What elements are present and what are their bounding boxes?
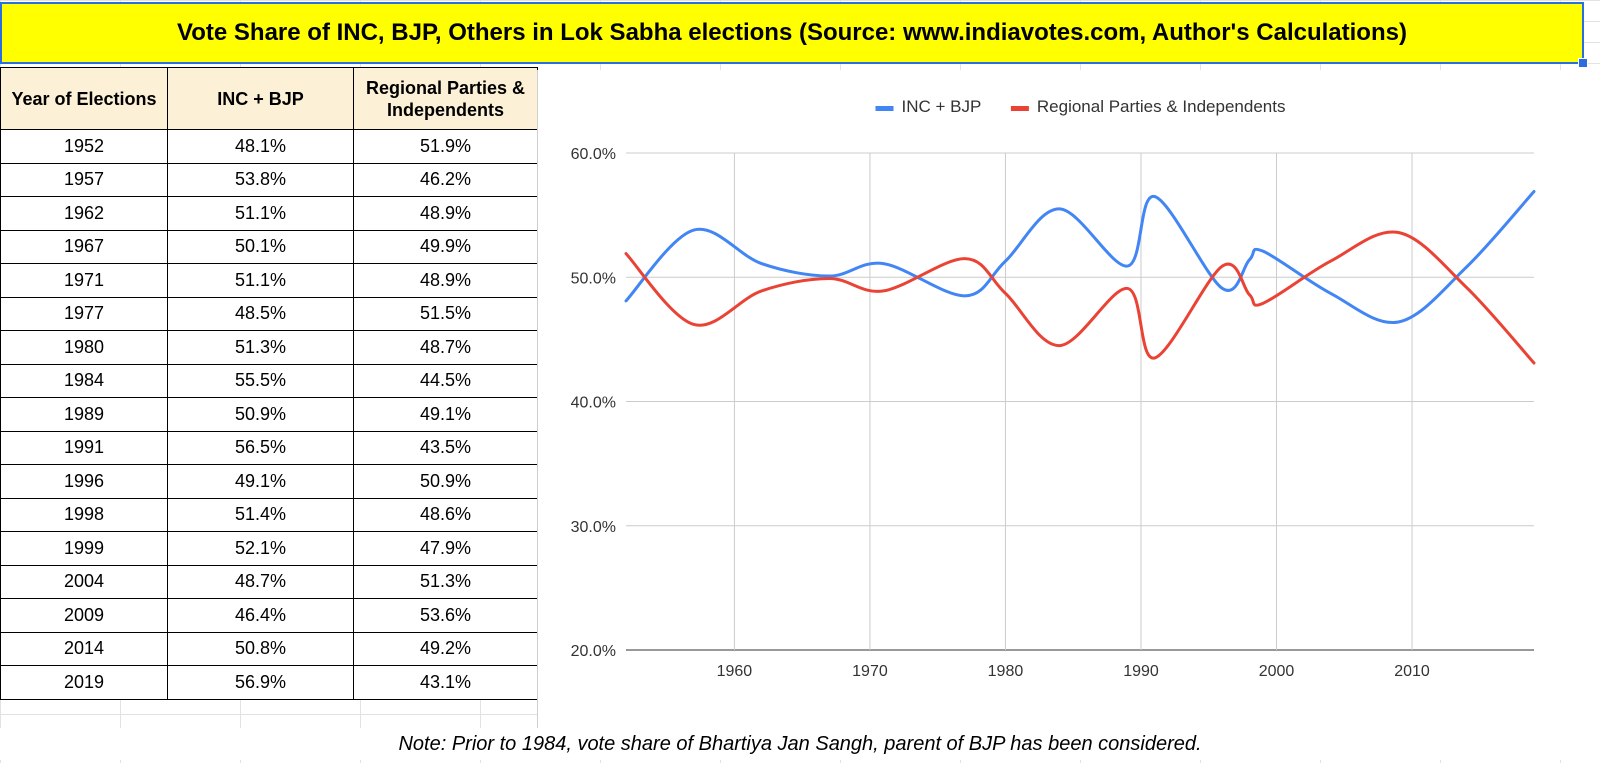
cell-inc-bjp[interactable]: 51.1%	[167, 263, 354, 298]
cell-year[interactable]: 1998	[0, 497, 168, 532]
header-year[interactable]: Year of Elections	[0, 67, 168, 130]
x-tick-label: 1990	[1123, 663, 1159, 680]
cell-year[interactable]: 2014	[0, 631, 168, 666]
cell-regional[interactable]: 49.2%	[353, 631, 538, 666]
title-cell[interactable]: Vote Share of INC, BJP, Others in Lok Sa…	[0, 2, 1588, 68]
table-row: 1999 52.1% 47.9%	[0, 531, 538, 566]
table-row: 1952 48.1% 51.9%	[0, 129, 538, 164]
cell-year[interactable]: 1962	[0, 196, 168, 231]
cell-inc-bjp[interactable]: 50.8%	[167, 631, 354, 666]
cell-regional[interactable]: 47.9%	[353, 531, 538, 566]
table-row: 2019 56.9% 43.1%	[0, 665, 538, 700]
legend-swatch	[875, 106, 894, 111]
chart-canvas: 20.0% 30.0% 40.0% 50.0% 60.0% 1960 1970 1980 199…	[571, 97, 1536, 680]
cell-regional[interactable]: 53.6%	[353, 598, 538, 633]
cell-inc-bjp[interactable]: 53.8%	[167, 162, 354, 197]
cell-regional[interactable]: 49.1%	[353, 397, 538, 432]
cell-inc-bjp[interactable]: 52.1%	[167, 531, 354, 566]
cell-year[interactable]: 1984	[0, 363, 168, 398]
cell-regional[interactable]: 51.9%	[353, 129, 538, 164]
cell-regional[interactable]: 46.2%	[353, 162, 538, 197]
line-chart[interactable]: 20.0% 30.0% 40.0% 50.0% 60.0% 1960 1970 1980 199…	[537, 70, 1600, 728]
table-row: 1971 51.1% 48.9%	[0, 263, 538, 298]
table-row: 1991 56.5% 43.5%	[0, 430, 538, 465]
cell-regional[interactable]: 48.9%	[353, 196, 538, 231]
cell-inc-bjp[interactable]: 55.5%	[167, 363, 354, 398]
table-row: 1967 50.1% 49.9%	[0, 229, 538, 264]
table-row: 2014 50.8% 49.2%	[0, 631, 538, 666]
cell-regional[interactable]: 49.9%	[353, 229, 538, 264]
cell-year[interactable]: 1952	[0, 129, 168, 164]
x-tick-label: 1960	[717, 663, 753, 680]
cell-inc-bjp[interactable]: 46.4%	[167, 598, 354, 633]
cell-regional[interactable]: 51.3%	[353, 564, 538, 599]
cell-inc-bjp[interactable]: 50.1%	[167, 229, 354, 264]
series-line-regional	[624, 230, 1536, 365]
cell-regional[interactable]: 48.9%	[353, 263, 538, 298]
table-row: 1984 55.5% 44.5%	[0, 363, 538, 398]
cell-year[interactable]: 2004	[0, 564, 168, 599]
header-inc-bjp[interactable]: INC + BJP	[167, 67, 354, 130]
selection-handle[interactable]	[1578, 58, 1588, 68]
cell-inc-bjp[interactable]: 56.9%	[167, 665, 354, 700]
y-tick-label: 40.0%	[571, 395, 616, 412]
cell-year[interactable]: 1999	[0, 531, 168, 566]
table-row: 2004 48.7% 51.3%	[0, 564, 538, 599]
cell-year[interactable]: 1989	[0, 397, 168, 432]
cell-inc-bjp[interactable]: 49.1%	[167, 464, 354, 499]
table-row: 1996 49.1% 50.9%	[0, 464, 538, 499]
table-row: 1998 51.4% 48.6%	[0, 497, 538, 532]
table-row: 1957 53.8% 46.2%	[0, 162, 538, 197]
y-tick-label: 60.0%	[571, 146, 616, 163]
y-tick-label: 20.0%	[571, 643, 616, 660]
table-row: 1989 50.9% 49.1%	[0, 397, 538, 432]
table-row: 2009 46.4% 53.6%	[0, 598, 538, 633]
data-table: Year of Elections INC + BJP Regional Par…	[0, 67, 538, 700]
page-title: Vote Share of INC, BJP, Others in Lok Sa…	[177, 19, 1407, 46]
y-tick-label: 30.0%	[571, 519, 616, 536]
cell-year[interactable]: 1971	[0, 263, 168, 298]
cell-inc-bjp[interactable]: 51.4%	[167, 497, 354, 532]
cell-regional[interactable]: 48.6%	[353, 497, 538, 532]
cell-inc-bjp[interactable]: 50.9%	[167, 397, 354, 432]
y-tick-label: 50.0%	[571, 270, 616, 287]
table-header-row: Year of Elections INC + BJP Regional Par…	[0, 67, 538, 130]
cell-year[interactable]: 1980	[0, 330, 168, 365]
x-tick-label: 2000	[1259, 663, 1295, 680]
x-tick-label: 1970	[852, 663, 888, 680]
cell-regional[interactable]: 43.1%	[353, 665, 538, 700]
cell-year[interactable]: 1957	[0, 162, 168, 197]
cell-inc-bjp[interactable]: 51.1%	[167, 196, 354, 231]
header-regional[interactable]: Regional Parties & Independents	[353, 67, 538, 130]
cell-year[interactable]: 2009	[0, 598, 168, 633]
cell-regional[interactable]: 51.5%	[353, 296, 538, 331]
cell-year[interactable]: 1967	[0, 229, 168, 264]
cell-inc-bjp[interactable]: 48.7%	[167, 564, 354, 599]
table-row: 1977 48.5% 51.5%	[0, 296, 538, 331]
cell-inc-bjp[interactable]: 48.1%	[167, 129, 354, 164]
cell-regional[interactable]: 50.9%	[353, 464, 538, 499]
cell-year[interactable]: 1996	[0, 464, 168, 499]
x-tick-label: 2010	[1394, 663, 1430, 680]
cell-year[interactable]: 1991	[0, 430, 168, 465]
table-row: 1980 51.3% 48.7%	[0, 330, 538, 365]
cell-inc-bjp[interactable]: 56.5%	[167, 430, 354, 465]
cell-year[interactable]: 1977	[0, 296, 168, 331]
legend-label: Regional Parties & Independents	[1037, 97, 1286, 116]
x-tick-label: 1980	[988, 663, 1024, 680]
cell-inc-bjp[interactable]: 48.5%	[167, 296, 354, 331]
cell-regional[interactable]: 48.7%	[353, 330, 538, 365]
footnote: Note: Prior to 1984, vote share of Bhart…	[0, 728, 1600, 760]
series-line-inc-bjp	[624, 190, 1536, 325]
cell-regional[interactable]: 43.5%	[353, 430, 538, 465]
legend-label: INC + BJP	[902, 97, 982, 116]
cell-year[interactable]: 2019	[0, 665, 168, 700]
cell-regional[interactable]: 44.5%	[353, 363, 538, 398]
cell-inc-bjp[interactable]: 51.3%	[167, 330, 354, 365]
table-row: 1962 51.1% 48.9%	[0, 196, 538, 231]
legend-swatch	[1010, 106, 1029, 111]
